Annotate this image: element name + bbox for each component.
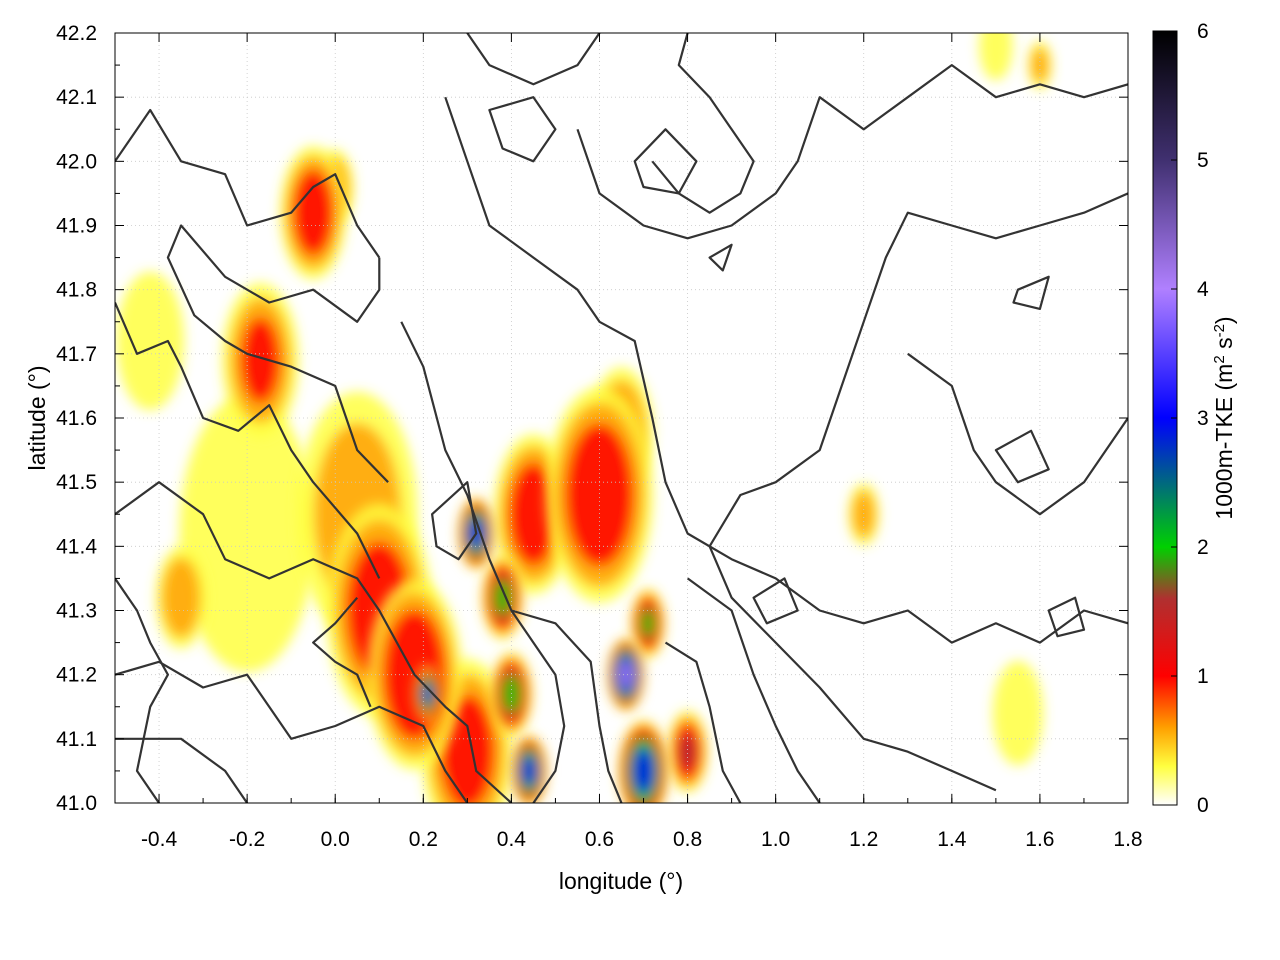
x-tick-label: 0.4 (497, 828, 527, 851)
tke-region (155, 546, 207, 649)
contour-loop (1047, 596, 1086, 638)
tke-level (161, 557, 201, 638)
tke-level (292, 169, 334, 256)
x-tick-label: 1.4 (937, 828, 967, 851)
contour-loop (994, 429, 1050, 484)
grid-lines (115, 33, 1128, 803)
colorbar: 0 1 2 3 4 5 6 1000m-TKE (m2 s-2) (1152, 20, 1238, 817)
contour-line (115, 481, 513, 803)
contour-line (664, 641, 742, 803)
x-tick-label: -0.2 (229, 828, 265, 851)
y-tick-label: 41.7 (56, 343, 97, 366)
tke-region (978, 33, 1013, 81)
tke-region (413, 665, 443, 723)
tke-level (494, 579, 511, 617)
contour-line (115, 660, 469, 803)
contour-line (576, 63, 1128, 240)
colorbar-tick-label: 4 (1197, 278, 1209, 301)
contour-loop (633, 128, 698, 195)
colorbar-tick-label: 0 (1197, 794, 1209, 817)
contour-loop (708, 243, 733, 272)
colorbar-tick-label: 1 (1197, 665, 1209, 688)
y-tick-label: 41.8 (56, 279, 97, 302)
tke-level (508, 462, 558, 566)
tke-level (679, 733, 696, 771)
contour-line (651, 33, 755, 214)
contour-line (115, 108, 381, 259)
colorbar-tick-label: 5 (1197, 149, 1209, 172)
y-axis: 41.0 41.1 41.2 41.3 41.4 41.5 41.6 41.7 41.8 41.9… (56, 22, 1128, 815)
tke-level (633, 748, 654, 794)
y-tick-label: 42.0 (56, 150, 97, 173)
x-tick-label: 0.2 (409, 828, 438, 851)
tke-level (423, 683, 433, 705)
tke-region (222, 282, 299, 438)
tke-region (116, 271, 185, 411)
x-axis-title: longitude (°) (559, 868, 683, 894)
y-tick-label: 41.9 (56, 215, 97, 238)
x-tick-label: 1.2 (849, 828, 878, 851)
colorbar-title: 1000m-TKE (m2 s-2) (1211, 316, 1238, 519)
colorbar-ticks: 0 1 2 3 4 5 6 (1171, 20, 1209, 817)
tke-region (667, 710, 708, 793)
x-tick-label: 1.8 (1113, 828, 1142, 851)
x-tick-label: 1.0 (761, 828, 790, 851)
x-axis: -0.4 -0.2 0.0 0.2 0.4 0.6 0.8 1.0 1.2 1.4 1.6 1.8 (114, 33, 1143, 851)
contour-line (115, 737, 249, 803)
y-tick-label: 41.2 (56, 664, 97, 687)
colorbar-tick-label: 6 (1197, 20, 1209, 43)
contour-line (312, 596, 372, 708)
tke-level (852, 490, 876, 539)
tke-level (565, 423, 634, 567)
colorbar-tick-label: 2 (1197, 536, 1209, 559)
tke-region (481, 555, 524, 640)
contour-loop (1012, 275, 1050, 310)
y-tick-label: 42.1 (56, 86, 97, 109)
contour-line (708, 192, 1128, 792)
contour-line (686, 577, 821, 803)
y-tick-label: 41.3 (56, 600, 97, 623)
tke-region (618, 720, 669, 803)
tke-region (992, 660, 1044, 766)
tke-region (607, 638, 645, 712)
tke-level (992, 660, 1044, 766)
tke-level (641, 608, 655, 638)
contour-loop (752, 577, 799, 625)
contour-loop (488, 96, 557, 163)
y-axis-title: latitude (°) (24, 365, 50, 470)
y-tick-label: 41.1 (56, 728, 97, 751)
y-tick-label: 41.6 (56, 407, 97, 430)
tke-level (116, 271, 185, 411)
x-tick-label: -0.4 (141, 828, 178, 851)
tke-region (546, 387, 653, 603)
contour-line (466, 33, 601, 86)
contour-line (400, 321, 623, 803)
x-tick-label: 0.6 (585, 828, 614, 851)
tke-level (619, 660, 633, 689)
y-tick-label: 41.5 (56, 471, 97, 494)
contour-line (907, 352, 1128, 516)
tke-region (848, 482, 880, 546)
x-tick-label: 0.8 (673, 828, 702, 851)
contour-line (115, 302, 381, 579)
tke-region (510, 734, 548, 803)
y-tick-label: 41.4 (56, 535, 97, 558)
tke-region (630, 588, 666, 659)
tke-region (280, 145, 347, 280)
y-tick-label: 41.0 (56, 792, 97, 815)
colorbar-tick-label: 3 (1197, 407, 1209, 430)
contour-loop (431, 481, 478, 561)
contour-line (115, 577, 169, 803)
tke-level (240, 317, 281, 404)
x-tick-label: 1.6 (1025, 828, 1054, 851)
x-tick-label: 0.0 (321, 828, 350, 851)
contour-line (510, 609, 566, 803)
terrain-contours (115, 33, 1128, 803)
y-tick-label: 42.2 (56, 22, 97, 45)
tke-level (521, 755, 537, 787)
contour-line (166, 224, 389, 483)
tke-level (978, 33, 1013, 81)
